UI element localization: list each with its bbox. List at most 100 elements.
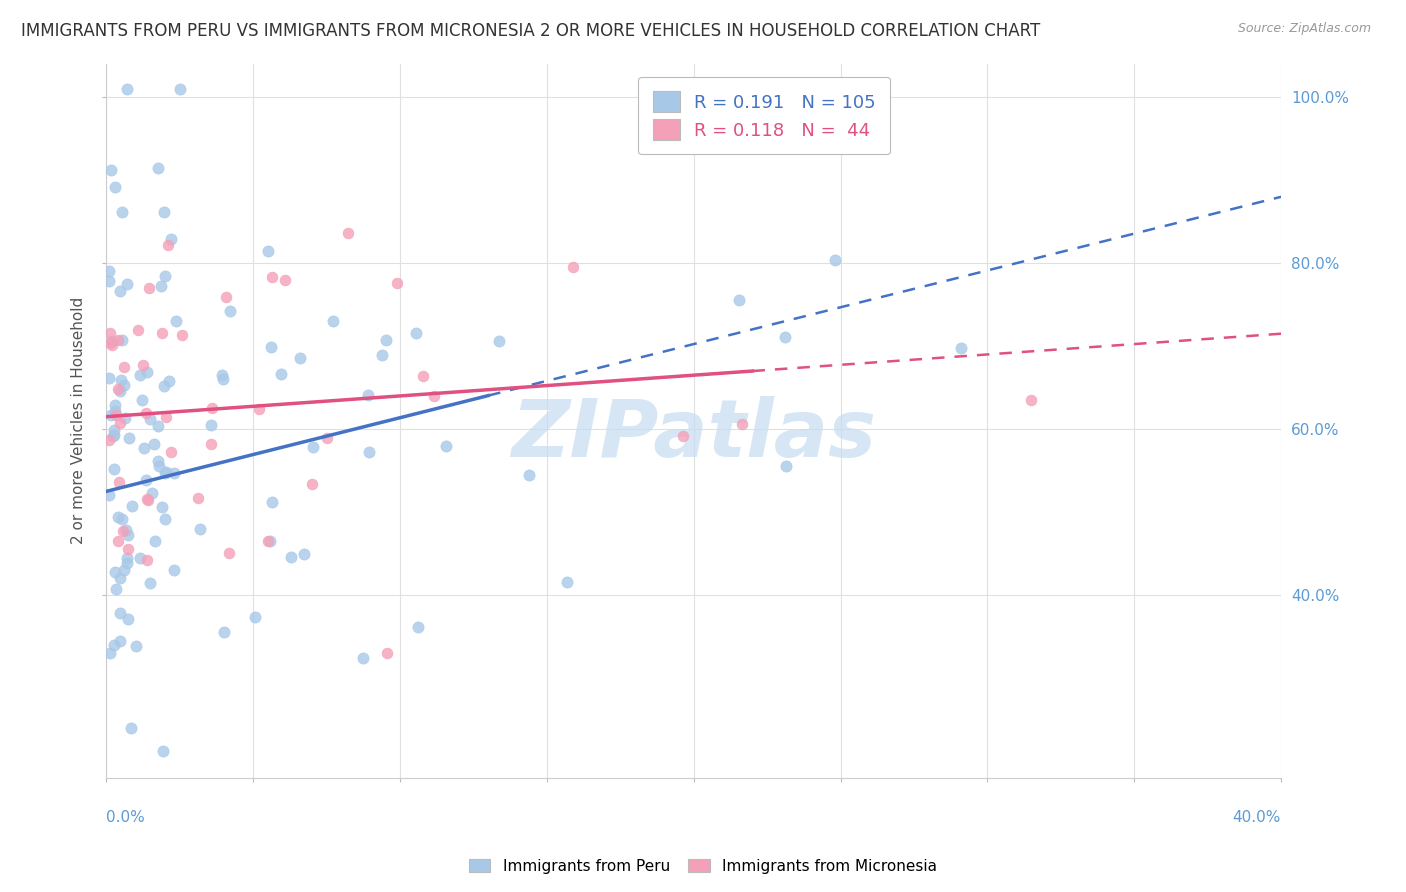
Point bbox=[107, 333, 129, 347]
Point bbox=[98, 488, 121, 502]
Point bbox=[357, 388, 380, 402]
Text: 0.0%: 0.0% bbox=[107, 810, 145, 825]
Point bbox=[152, 378, 174, 392]
Point bbox=[352, 651, 374, 665]
Point bbox=[112, 359, 135, 374]
Point bbox=[138, 492, 160, 507]
Text: 40.0%: 40.0% bbox=[1233, 810, 1281, 825]
Point bbox=[730, 417, 752, 431]
Point bbox=[111, 333, 134, 347]
Point bbox=[165, 314, 187, 328]
Point bbox=[385, 276, 408, 290]
Point bbox=[115, 82, 138, 96]
Point bbox=[117, 612, 139, 626]
Point bbox=[824, 253, 846, 268]
Point bbox=[157, 238, 180, 252]
Point bbox=[201, 401, 224, 416]
Point bbox=[292, 548, 315, 562]
Point bbox=[257, 244, 280, 258]
Point bbox=[136, 553, 159, 567]
Point bbox=[672, 429, 695, 443]
Point bbox=[136, 491, 159, 506]
Point bbox=[111, 524, 134, 538]
Point bbox=[280, 549, 302, 564]
Point bbox=[200, 437, 222, 451]
Point bbox=[125, 639, 148, 653]
Point bbox=[104, 404, 127, 418]
Point bbox=[434, 439, 457, 453]
Point bbox=[120, 721, 142, 735]
Point bbox=[406, 620, 429, 634]
Point bbox=[108, 416, 131, 430]
Text: Source: ZipAtlas.com: Source: ZipAtlas.com bbox=[1237, 22, 1371, 36]
Point bbox=[728, 293, 751, 307]
Point bbox=[100, 408, 122, 422]
Legend: R = 0.191   N = 105, R = 0.118   N =  44: R = 0.191 N = 105, R = 0.118 N = 44 bbox=[638, 77, 890, 154]
Point bbox=[187, 491, 209, 505]
Point bbox=[103, 638, 125, 652]
Point bbox=[270, 367, 292, 381]
Point bbox=[107, 382, 129, 396]
Point bbox=[160, 445, 183, 459]
Point bbox=[117, 277, 139, 292]
Point bbox=[375, 646, 398, 660]
Point bbox=[374, 333, 396, 347]
Point bbox=[146, 454, 169, 468]
Point bbox=[150, 279, 173, 293]
Point bbox=[108, 633, 131, 648]
Point bbox=[155, 465, 177, 479]
Point bbox=[110, 571, 132, 585]
Point bbox=[136, 366, 159, 380]
Y-axis label: 2 or more Vehicles in Household: 2 or more Vehicles in Household bbox=[72, 297, 86, 544]
Point bbox=[146, 161, 169, 175]
Point bbox=[153, 511, 176, 525]
Point bbox=[1021, 393, 1043, 408]
Point bbox=[129, 551, 152, 566]
Point bbox=[103, 428, 125, 442]
Point bbox=[117, 527, 139, 541]
Point bbox=[153, 204, 176, 219]
Point bbox=[773, 330, 796, 344]
Point bbox=[157, 374, 180, 388]
Point bbox=[110, 512, 132, 526]
Point bbox=[131, 359, 153, 373]
Point bbox=[141, 486, 163, 500]
Point bbox=[98, 335, 121, 350]
Point bbox=[148, 459, 170, 474]
Point bbox=[200, 418, 222, 433]
Point bbox=[152, 744, 174, 758]
Point bbox=[98, 433, 121, 447]
Point bbox=[150, 500, 173, 514]
Point bbox=[150, 326, 173, 340]
Point bbox=[101, 428, 124, 442]
Point bbox=[259, 533, 281, 548]
Point bbox=[100, 163, 122, 178]
Point bbox=[146, 418, 169, 433]
Point bbox=[118, 431, 141, 445]
Point bbox=[212, 625, 235, 640]
Point bbox=[337, 226, 360, 240]
Point bbox=[101, 338, 124, 352]
Point bbox=[131, 392, 153, 407]
Point bbox=[188, 522, 211, 536]
Point bbox=[302, 441, 325, 455]
Point bbox=[108, 606, 131, 620]
Point bbox=[108, 284, 131, 298]
Point bbox=[212, 371, 235, 385]
Point bbox=[159, 231, 181, 245]
Point bbox=[557, 574, 579, 589]
Point bbox=[127, 323, 149, 337]
Point bbox=[949, 341, 972, 355]
Point bbox=[112, 378, 135, 392]
Point bbox=[135, 473, 157, 487]
Point bbox=[108, 475, 131, 489]
Point bbox=[98, 263, 121, 277]
Point bbox=[115, 550, 138, 565]
Point bbox=[139, 412, 162, 426]
Point bbox=[111, 204, 134, 219]
Point bbox=[98, 371, 121, 385]
Point bbox=[257, 533, 280, 548]
Point bbox=[370, 348, 392, 362]
Point bbox=[322, 313, 344, 327]
Point bbox=[134, 442, 156, 456]
